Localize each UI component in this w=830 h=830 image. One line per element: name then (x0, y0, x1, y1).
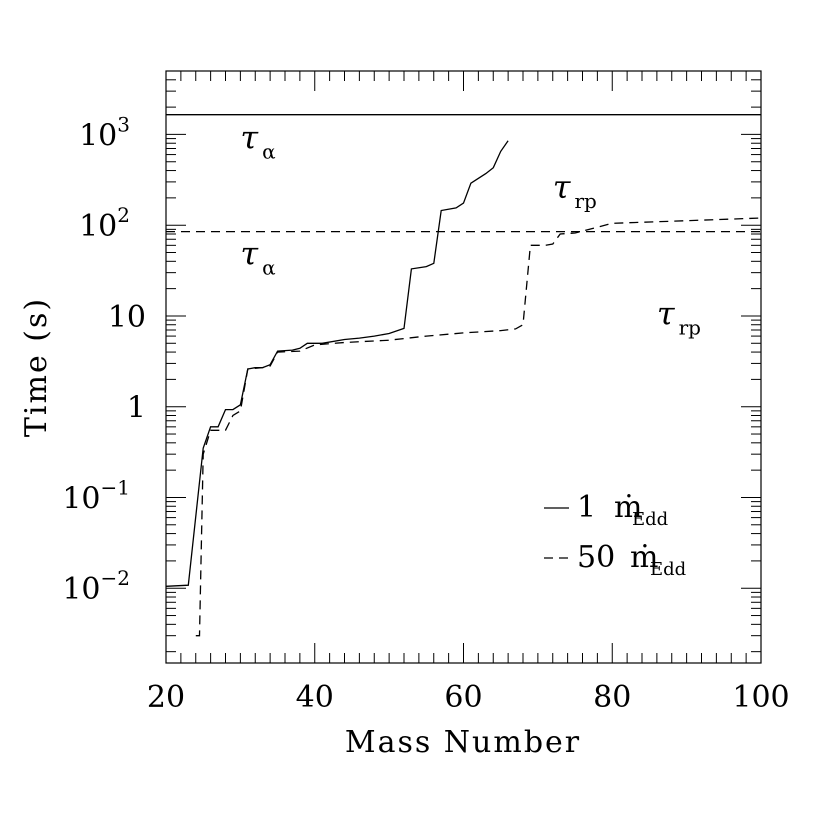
annotation-group: τ α τ rp τ α τ rp (240, 118, 701, 339)
legend-number: 50 (577, 540, 615, 575)
y-tick-label: 10−1 (62, 475, 130, 516)
minor-ticks (166, 70, 761, 663)
legend-subscript: Edd (632, 509, 668, 530)
x-tick-label: 20 (147, 680, 185, 715)
x-tick-labels: 20 40 60 80 100 (147, 680, 790, 715)
annotation-label: τ rp (553, 168, 597, 213)
series-line-tau-rp-2 (195, 217, 762, 637)
y-tick-label: 1 (127, 391, 146, 426)
x-tick-label: 60 (444, 680, 482, 715)
x-tick-label: 100 (732, 680, 789, 715)
legend-mdot: ṁ (630, 540, 658, 575)
legend-subscript: Edd (650, 559, 686, 580)
series-group (165, 114, 762, 637)
x-axis-title: Mass Number (345, 725, 581, 760)
y-tick-label: 10 (108, 300, 146, 335)
legend-number: 1 (577, 490, 596, 525)
x-tick-label: 80 (593, 680, 631, 715)
annotation-label: τ rp (657, 295, 701, 340)
x-tick-label: 40 (296, 680, 334, 715)
y-tick-label: 10−2 (62, 566, 130, 607)
y-tick-label: 103 (79, 112, 130, 153)
y-axis-title: Time (s) (19, 297, 54, 437)
y-tick-labels: 10−2 10−1 1 10 102 103 (62, 112, 146, 607)
series-line-tau-rp-1 (165, 140, 509, 587)
major-ticks (165, 71, 762, 663)
legend-mdot: ṁ (614, 490, 642, 525)
y-tick-label: 102 (79, 203, 130, 244)
